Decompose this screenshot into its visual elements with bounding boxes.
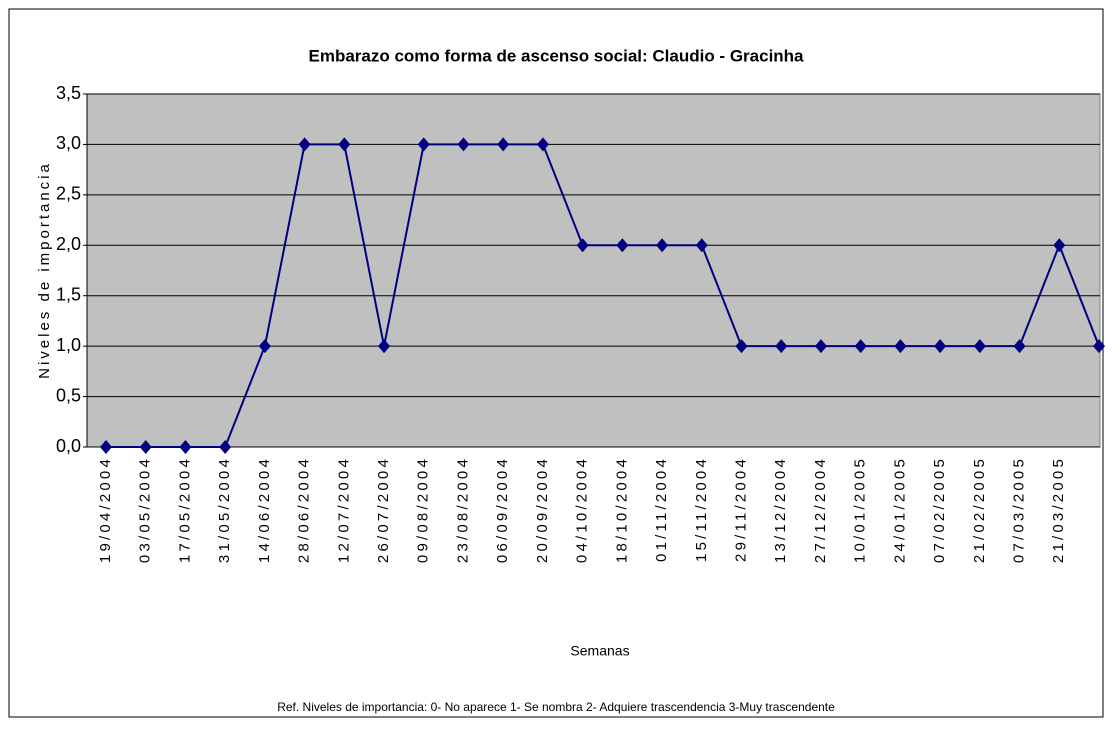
x-tick-label: 26/07/2004 [375,456,392,563]
x-tick-label: 20/09/2004 [534,456,551,563]
y-tick-label: 3,5 [56,83,81,103]
x-tick-label: 29/11/2004 [732,456,749,562]
x-tick-label: 18/10/2004 [613,456,630,563]
x-tick-label: 21/03/2005 [1050,456,1067,563]
x-tick-label: 15/11/2004 [693,456,710,562]
data-point [100,440,112,454]
y-tick-label: 0,5 [56,385,81,405]
x-tick-label: 23/08/2004 [454,456,471,563]
y-tick-label: 3,0 [56,133,81,153]
chart-title: Embarazo como forma de ascenso social: C… [308,46,804,65]
x-tick-label: 04/10/2004 [574,456,591,563]
data-point [338,137,351,152]
data-point [1013,339,1026,354]
y-tick-label: 0,0 [56,436,81,456]
x-tick-label: 12/07/2004 [335,456,352,563]
data-point [695,238,708,253]
x-tick-label: 03/05/2004 [137,456,154,563]
data-line [106,143,1100,448]
x-tick-label: 07/03/2005 [1011,456,1028,563]
data-point [894,339,907,354]
x-tick-label: 10/01/2005 [852,456,869,563]
x-tick-label: 09/08/2004 [415,456,432,563]
data-point [934,339,947,354]
x-tick-label: 21/02/2005 [971,456,988,563]
x-tick-label: 01/11/2004 [653,456,670,562]
data-point [298,137,311,152]
x-axis-label: Semanas [570,643,629,659]
data-point [576,238,589,253]
plot-area [86,93,1101,448]
y-tick-label: 2,0 [56,234,81,254]
data-point [378,339,391,354]
x-tick-label: 24/01/2005 [891,456,908,563]
y-axis-label: Niveles de importancia [36,161,53,379]
x-tick-label: 28/06/2004 [296,456,313,563]
x-tick-label: 19/04/2004 [97,456,114,563]
x-tick-label: 31/05/2004 [216,456,233,563]
data-point [497,137,510,152]
data-point [656,238,669,253]
data-point [1053,238,1066,253]
x-tick-label: 14/06/2004 [256,456,273,563]
data-point [457,137,470,152]
data-point [536,137,549,152]
data-point [139,440,152,454]
data-point [616,238,629,253]
data-point [814,339,827,354]
data-point [735,339,748,354]
x-tick-label: 06/09/2004 [494,456,511,563]
x-tick-label: 07/02/2005 [931,456,948,563]
x-tick-label: 13/12/2004 [772,456,789,563]
data-point [775,339,788,354]
y-tick-label: 1,5 [56,284,81,304]
footnote: Ref. Niveles de importancia: 0- No apare… [277,700,835,714]
data-point [179,440,192,454]
x-tick-label: 27/12/2004 [812,456,829,563]
data-point [219,440,232,454]
data-point [973,339,986,354]
y-tick-label: 2,5 [56,184,81,204]
data-point [258,339,271,354]
data-point [1093,339,1105,354]
y-tick-label: 1,0 [56,335,81,355]
data-point [854,339,867,354]
data-point [417,137,430,152]
x-tick-label: 17/05/2004 [176,456,193,563]
